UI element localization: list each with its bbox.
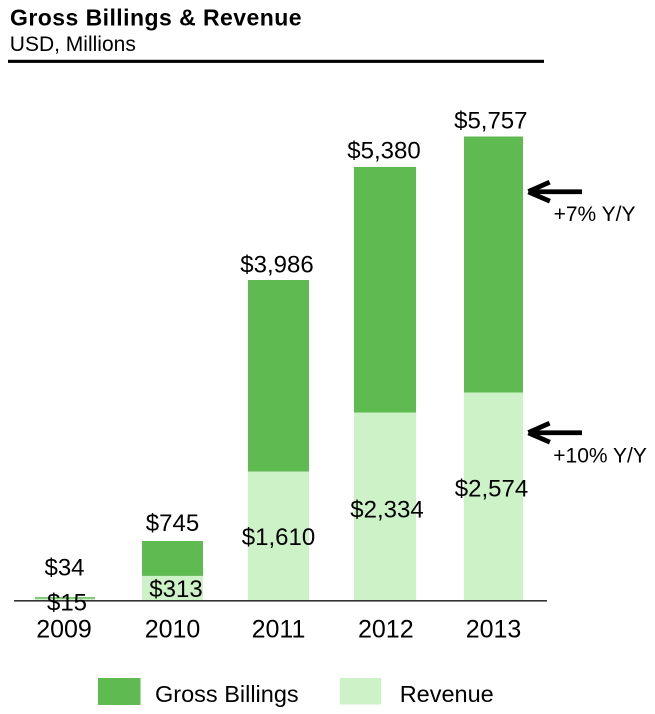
svg-text:Gross Billings: Gross Billings (155, 681, 299, 707)
svg-text:+7% Y/Y: +7% Y/Y (554, 203, 636, 226)
svg-text:$15: $15 (47, 590, 87, 617)
svg-text:2012: 2012 (358, 616, 414, 644)
svg-text:Revenue: Revenue (400, 681, 494, 707)
svg-text:2013: 2013 (466, 616, 522, 644)
svg-text:USD, Millions: USD, Millions (10, 33, 136, 56)
svg-text:Gross Billings & Revenue: Gross Billings & Revenue (10, 5, 302, 31)
svg-text:$745: $745 (146, 510, 199, 537)
svg-text:$1,610: $1,610 (242, 524, 315, 551)
svg-text:$5,757: $5,757 (454, 107, 527, 134)
svg-text:$5,380: $5,380 (347, 138, 420, 165)
svg-text:$34: $34 (44, 555, 84, 582)
svg-text:2009: 2009 (36, 616, 92, 644)
svg-text:+10% Y/Y: +10% Y/Y (553, 445, 647, 468)
svg-text:2010: 2010 (145, 616, 201, 644)
svg-text:$2,574: $2,574 (455, 475, 528, 502)
svg-text:$3,986: $3,986 (240, 251, 313, 278)
svg-text:$313: $313 (149, 576, 202, 603)
svg-text:$2,334: $2,334 (350, 497, 423, 524)
svg-text:2011: 2011 (252, 616, 306, 644)
